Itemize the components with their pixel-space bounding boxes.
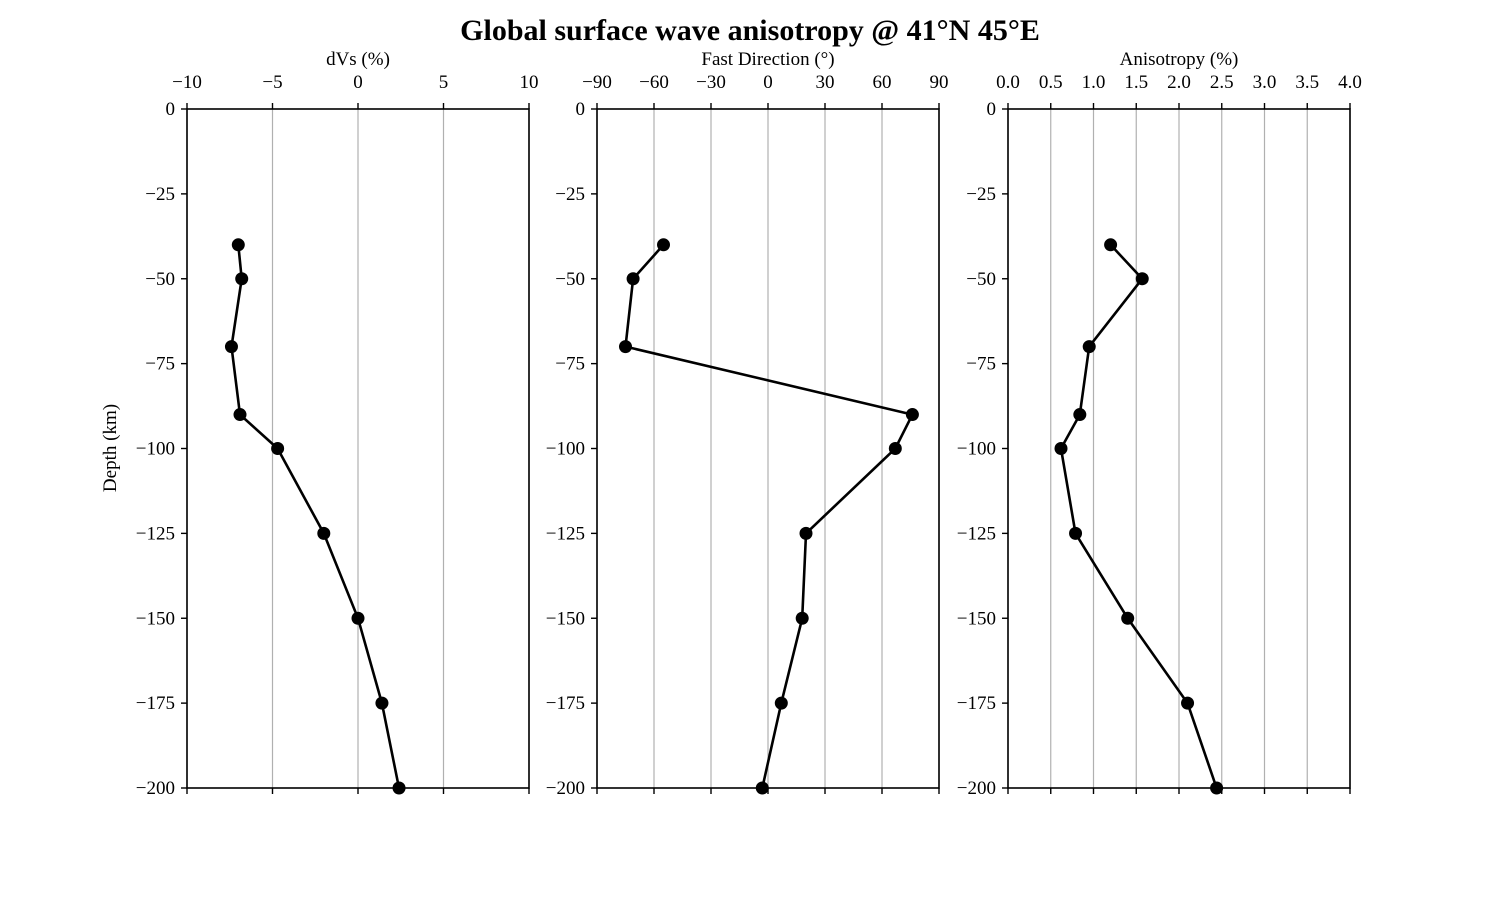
data-point <box>1121 611 1135 625</box>
y-tick-label: −175 <box>546 693 585 714</box>
y-tick-label: 0 <box>576 99 586 120</box>
y-tick-label: −150 <box>546 608 585 629</box>
y-tick-label: −150 <box>136 608 175 629</box>
y-tick-label: −25 <box>966 184 996 205</box>
data-point <box>351 611 365 625</box>
data-point <box>795 611 809 625</box>
x-tick-label: 2.0 <box>1167 72 1191 93</box>
y-axis-label: Depth (km) <box>100 404 121 492</box>
y-tick-label: −75 <box>145 354 175 375</box>
chart-title: Global surface wave anisotropy @ 41°N 45… <box>460 14 1040 47</box>
series-line <box>1059 243 1218 789</box>
x-tick-label: 0 <box>763 72 773 93</box>
series-line <box>624 243 914 789</box>
data-point <box>1210 781 1224 795</box>
y-tick-label: −50 <box>966 269 996 290</box>
x-tick-label: 2.5 <box>1210 72 1234 93</box>
data-point <box>799 526 813 540</box>
data-point <box>1054 442 1068 455</box>
x-tick-label: 3.5 <box>1295 72 1319 93</box>
y-tick-label: −50 <box>145 269 175 290</box>
y-tick-label: 0 <box>987 99 997 120</box>
x-tick-label: 1.5 <box>1124 72 1148 93</box>
data-point <box>231 238 245 252</box>
y-tick-label: −150 <box>957 608 996 629</box>
x-tick-label: 1.0 <box>1082 72 1106 93</box>
y-tick-label: −100 <box>136 439 175 460</box>
y-tick-label: −75 <box>555 354 585 375</box>
panel-1: −10 −5 0 5 100−25−50−75−100−125−150−175−200d… <box>136 49 539 799</box>
data-point <box>375 696 389 710</box>
data-point <box>774 696 788 710</box>
data-point <box>317 526 331 540</box>
y-tick-label: −25 <box>145 184 175 205</box>
data-point <box>755 781 769 795</box>
x-tick-label: 5 <box>439 72 449 93</box>
data-point <box>392 781 406 795</box>
panel-2: −90 −60 −30 0 30 60 90 0 −25 −50 −75 −100 −125 −150 −1… <box>546 49 949 799</box>
data-point <box>1073 408 1087 422</box>
data-point <box>1104 238 1118 252</box>
x-tick-label: 10 <box>520 72 539 93</box>
data-point <box>1135 272 1149 286</box>
x-tick-label: 90 <box>930 72 949 93</box>
x-tick-label: 0.5 <box>1039 72 1063 93</box>
y-tick-label: 0 <box>166 99 176 120</box>
data-point <box>619 340 632 354</box>
y-tick-label: −100 <box>957 439 996 460</box>
y-tick-label: −175 <box>136 693 175 714</box>
y-tick-label: −125 <box>136 523 175 544</box>
data-point <box>224 340 238 354</box>
y-tick-label: −75 <box>966 354 996 375</box>
x-tick-label: −60 <box>639 72 669 93</box>
x-tick-label: −30 <box>696 72 726 93</box>
data-point <box>1082 340 1096 354</box>
x-tick-label: −10 <box>172 72 202 93</box>
series-line <box>230 244 401 789</box>
x-tick-label: 0.0 <box>996 72 1020 93</box>
x-axis-label: Fast Direction (°) <box>701 49 834 70</box>
y-tick-label: −200 <box>957 778 996 799</box>
x-axis-label: dVs (%) <box>326 49 390 70</box>
y-tick-label: −200 <box>136 778 175 799</box>
data-point <box>626 272 640 286</box>
x-tick-label: 4.0 <box>1338 72 1362 93</box>
y-tick-label: −100 <box>546 439 585 460</box>
x-tick-label: −90 <box>582 72 612 93</box>
data-point <box>1181 696 1195 710</box>
y-tick-label: −125 <box>546 523 585 544</box>
data-point <box>271 442 285 455</box>
y-tick-label: −50 <box>555 269 585 290</box>
x-tick-label: 30 <box>816 72 835 93</box>
data-point <box>905 408 919 422</box>
x-tick-label: −5 <box>262 72 282 93</box>
data-point <box>657 238 670 252</box>
y-tick-label: −175 <box>957 693 996 714</box>
y-tick-label: −125 <box>957 523 996 544</box>
x-tick-label: 3.0 <box>1253 72 1277 93</box>
data-point <box>233 408 247 422</box>
x-tick-label: 60 <box>873 72 892 93</box>
x-axis-label: Anisotropy (%) <box>1120 49 1239 70</box>
panel-3: 0.0 0.5 1.0 1.5 2.0 2.5 3.0 3.5 4.0 0 −25 −50 −75 −10… <box>957 49 1362 799</box>
y-tick-label: −25 <box>555 184 585 205</box>
x-tick-label: 0 <box>353 72 363 93</box>
data-point <box>1069 526 1083 540</box>
data-point <box>888 442 902 455</box>
y-tick-label: −200 <box>546 778 585 799</box>
data-point <box>235 272 249 286</box>
